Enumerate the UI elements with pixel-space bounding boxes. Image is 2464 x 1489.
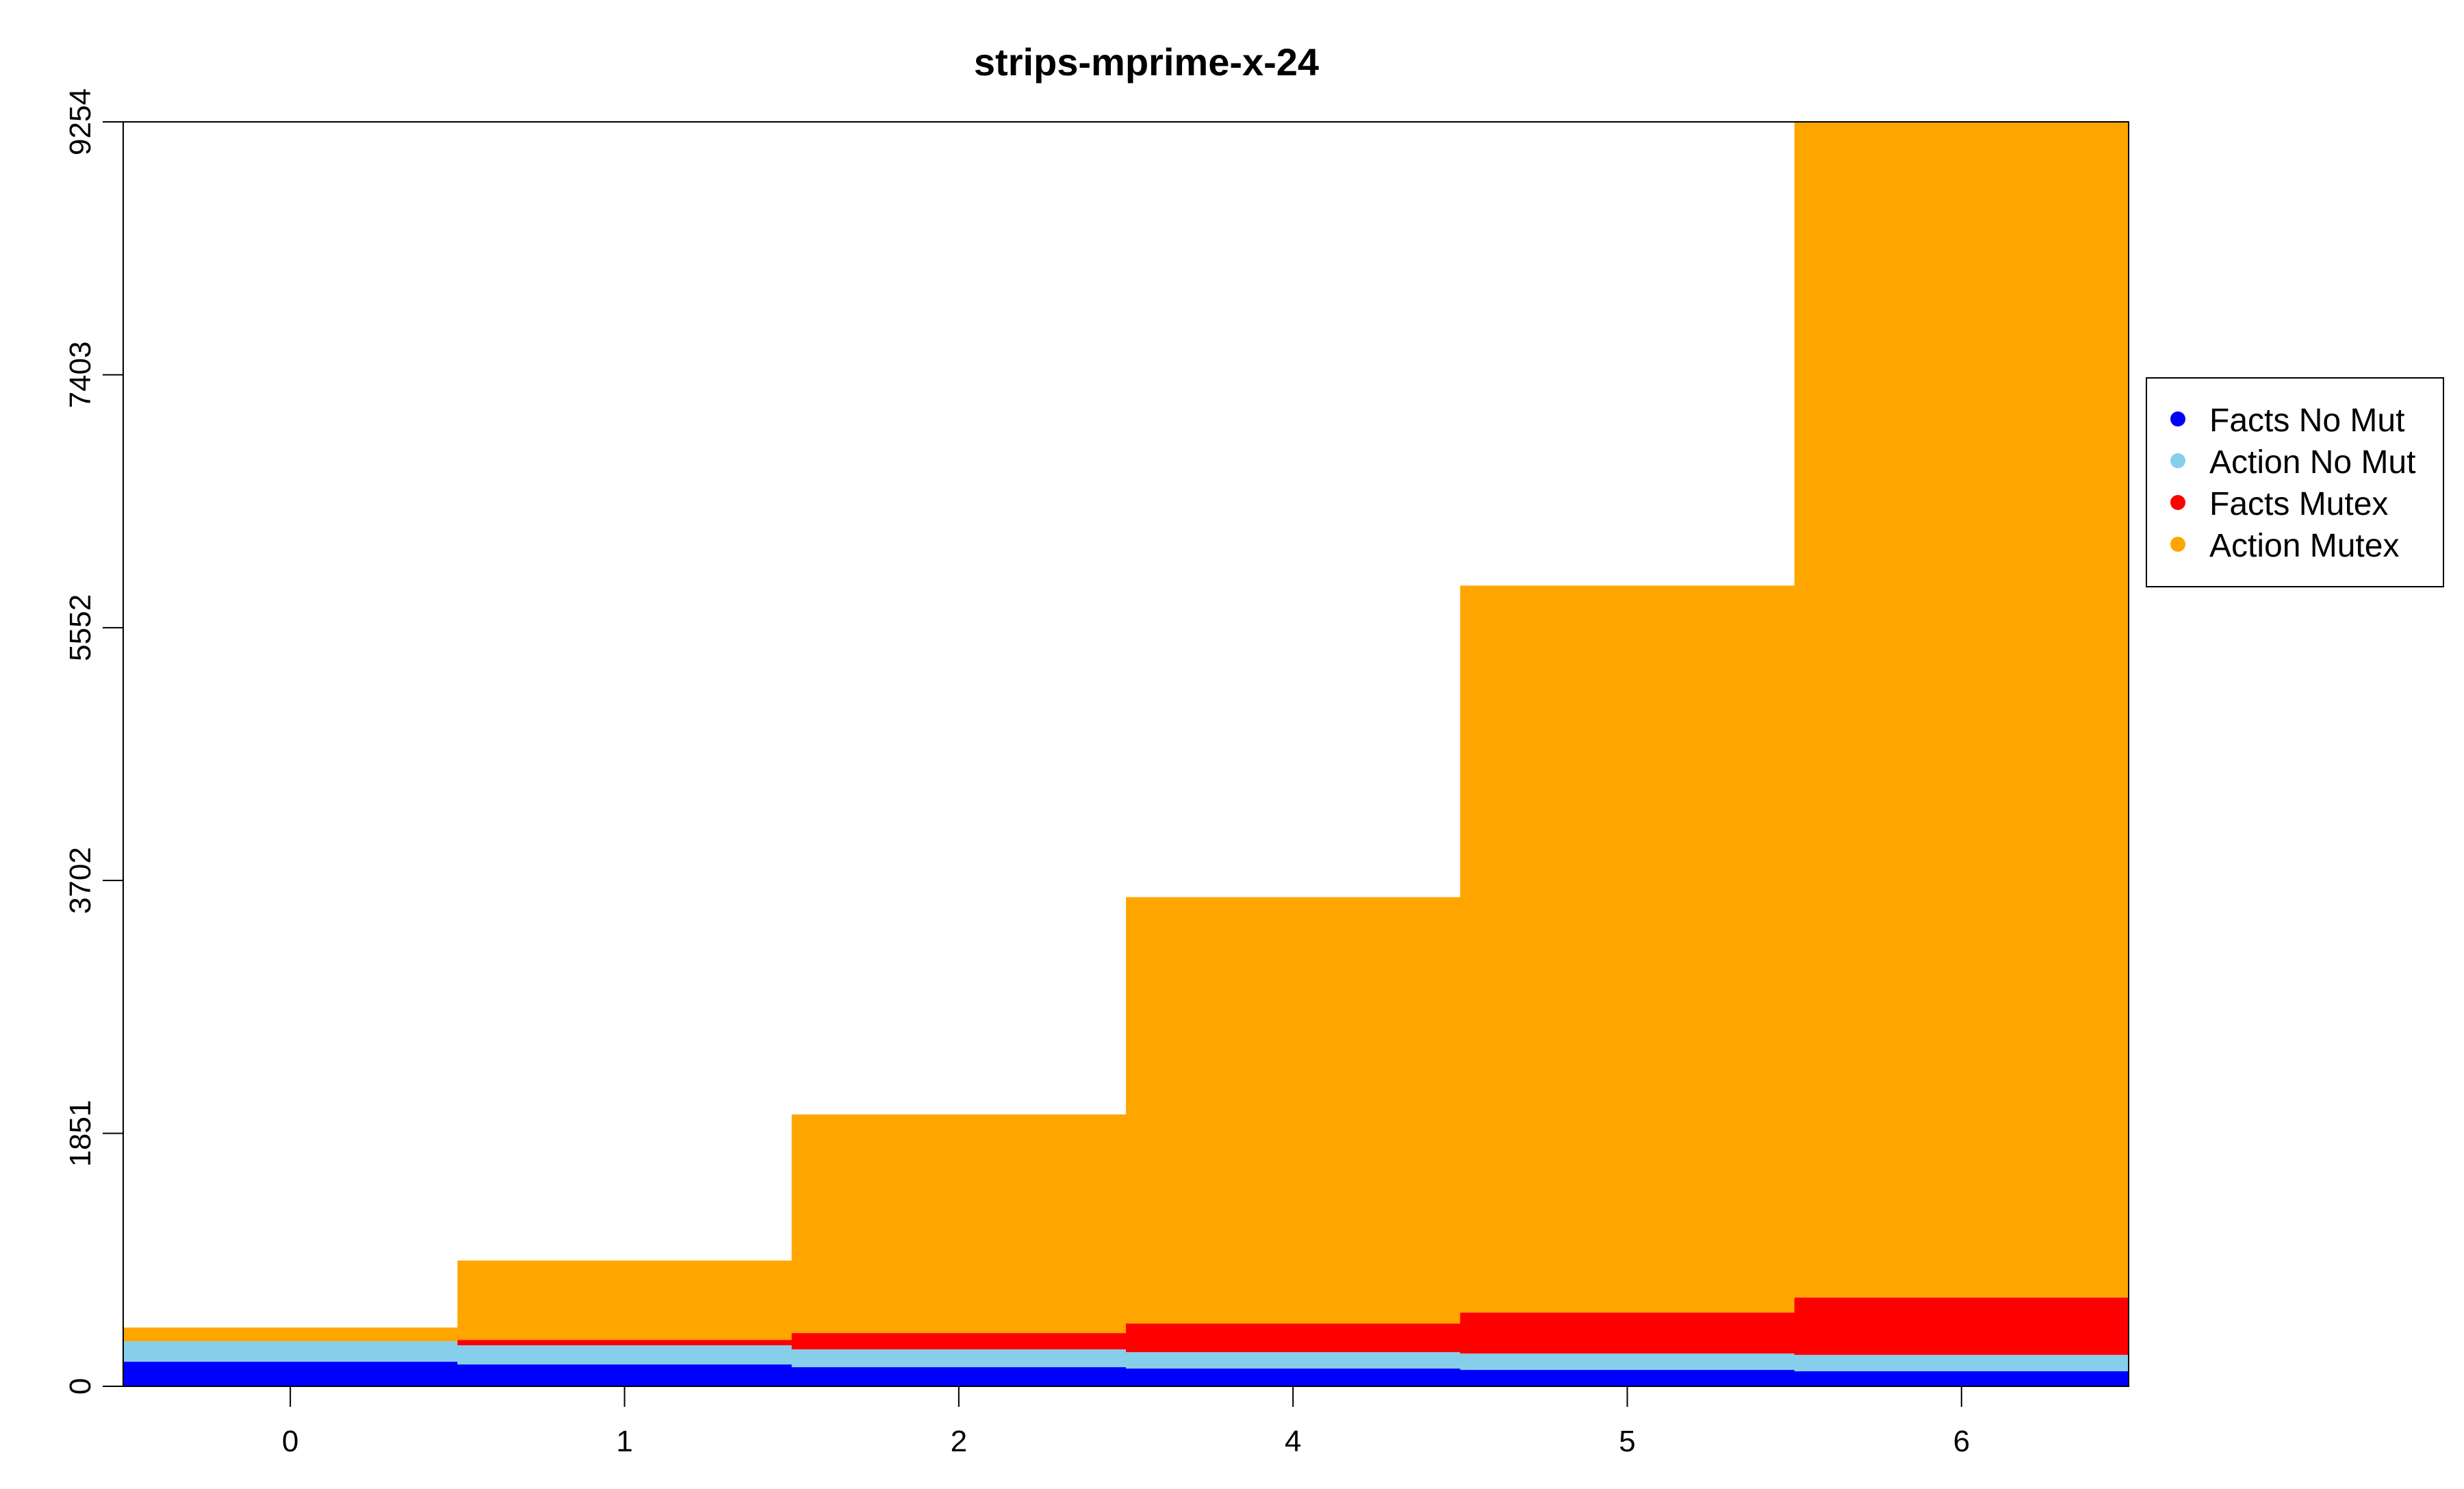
legend-marker-3 — [2170, 537, 2185, 552]
bar-segment-1-1 — [457, 1345, 793, 1365]
bar-segment-0-4 — [1460, 1370, 1795, 1386]
bar-segment-3-1 — [457, 1260, 793, 1340]
bar-segment-0-3 — [1126, 1369, 1461, 1386]
legend-label-2: Facts Mutex — [2209, 486, 2388, 522]
bar-segment-1-3 — [1126, 1352, 1461, 1369]
legend-box — [2146, 377, 2444, 587]
x-tick-label-1: 1 — [616, 1425, 632, 1458]
bar-segment-2-1 — [457, 1340, 793, 1346]
legend-label-1: Action No Mut — [2209, 444, 2415, 481]
x-axis: 0 1 2 4 5 6 — [282, 1386, 1970, 1458]
legend-marker-0 — [2170, 411, 2185, 427]
x-tick-label-2: 2 — [951, 1425, 967, 1458]
bar-segment-3-5 — [1794, 122, 2129, 1298]
legend-marker-2 — [2170, 495, 2185, 510]
y-tick-label-1: 1851 — [64, 1100, 97, 1167]
bar-segment-0-1 — [457, 1364, 793, 1386]
y-tick-label-2: 3702 — [64, 847, 97, 914]
y-tick-label-5: 9254 — [64, 88, 97, 155]
bar-segment-1-2 — [791, 1349, 1127, 1368]
legend-label-0: Facts No Mut — [2209, 403, 2404, 439]
bar-segment-1-5 — [1794, 1355, 2129, 1372]
bar-segment-2-4 — [1460, 1312, 1795, 1354]
stacked-bars — [123, 122, 2129, 1386]
chart-title: strips-mprime-x-24 — [974, 40, 1319, 84]
x-tick-label-0: 0 — [282, 1425, 298, 1458]
bar-segment-2-3 — [1126, 1323, 1461, 1353]
y-tick-label-3: 5552 — [64, 594, 97, 661]
x-tick-label-5: 6 — [1953, 1425, 1970, 1458]
bar-segment-3-2 — [791, 1114, 1127, 1334]
bar-segment-2-2 — [791, 1333, 1127, 1350]
bar-segment-2-5 — [1794, 1297, 2129, 1356]
bar-segment-0-0 — [123, 1362, 458, 1386]
bar-segment-1-4 — [1460, 1353, 1795, 1371]
bar-segment-1-0 — [123, 1341, 458, 1362]
x-tick-label-3: 4 — [1285, 1425, 1301, 1458]
legend: Facts No Mut Action No Mut Facts Mutex Acti… — [2146, 377, 2444, 587]
legend-label-3: Action Mutex — [2209, 528, 2399, 564]
y-axis: 0 1851 3702 5552 7403 9254 — [64, 88, 124, 1395]
bar-segment-3-0 — [123, 1327, 458, 1342]
x-tick-label-4: 5 — [1619, 1425, 1635, 1458]
bar-segment-3-3 — [1126, 897, 1461, 1324]
legend-marker-1 — [2170, 453, 2185, 468]
bar-segment-0-5 — [1794, 1371, 2129, 1386]
bar-segment-0-2 — [791, 1367, 1127, 1386]
bar-segment-3-4 — [1460, 585, 1795, 1313]
y-tick-label-4: 7403 — [64, 341, 97, 408]
y-tick-label-0: 0 — [64, 1378, 97, 1395]
